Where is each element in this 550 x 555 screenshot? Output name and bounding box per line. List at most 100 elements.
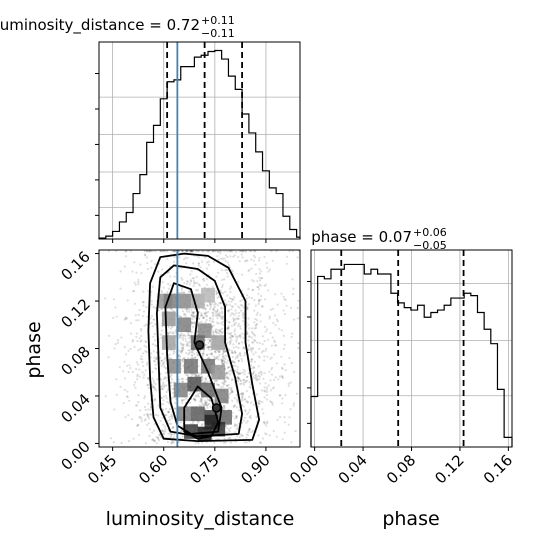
joint-scatter-point <box>122 402 125 405</box>
joint-scatter-point <box>192 397 196 400</box>
joint-scatter-point <box>181 358 184 361</box>
joint-scatter-point <box>215 356 218 359</box>
joint-scatter-point <box>173 351 176 354</box>
joint-scatter-point <box>235 398 238 401</box>
joint-scatter-point <box>166 257 169 260</box>
joint-scatter-point <box>150 321 153 324</box>
joint-scatter-point <box>253 309 256 312</box>
joint-scatter-point <box>231 250 234 253</box>
joint-scatter-point <box>223 356 226 359</box>
joint-scatter-point <box>162 423 165 426</box>
joint-scatter-point <box>170 378 174 381</box>
joint-scatter-point <box>205 250 208 253</box>
joint-scatter-point <box>292 293 295 296</box>
joint-scatter-point <box>227 437 230 440</box>
joint-scatter-point <box>152 379 155 382</box>
joint-scatter-point <box>251 341 254 344</box>
joint-scatter-point <box>248 268 251 272</box>
joint-scatter-point <box>271 336 274 339</box>
joint-scatter-point <box>179 421 182 424</box>
joint-scatter-point <box>170 415 173 418</box>
joint-scatter-point <box>191 354 194 357</box>
joint-scatter-point <box>230 312 233 315</box>
joint-scatter-point <box>232 318 235 321</box>
joint-scatter-point <box>273 353 276 356</box>
joint-scatter-point <box>186 357 190 360</box>
hist-luminosity-distance-title-sup: +0.11 <box>201 14 235 27</box>
joint-scatter-point <box>216 296 219 299</box>
joint-scatter-point <box>155 357 158 360</box>
joint-scatter-point <box>289 408 292 411</box>
joint-scatter-point <box>188 283 191 286</box>
joint-scatter-point <box>187 341 190 344</box>
joint-scatter-point <box>202 316 205 319</box>
joint-scatter-point <box>180 287 183 290</box>
joint-scatter-point <box>182 357 186 360</box>
joint-scatter-point <box>208 319 211 322</box>
joint-scatter-point <box>142 376 145 379</box>
joint-scatter-point <box>151 285 154 288</box>
joint-scatter-point <box>288 356 291 360</box>
joint-scatter-point <box>174 329 177 332</box>
joint-scatter-point <box>240 253 243 256</box>
joint-scatter-point <box>184 256 187 259</box>
joint-scatter-point <box>208 399 211 402</box>
joint-scatter-point <box>224 350 227 353</box>
joint-scatter-point <box>134 283 137 286</box>
joint-scatter-point <box>107 356 110 359</box>
joint-scatter-point <box>183 282 186 285</box>
joint-scatter-point <box>284 298 287 301</box>
joint-scatter-point <box>129 347 132 350</box>
joint-scatter-point <box>190 250 193 253</box>
joint-scatter-point <box>211 320 214 323</box>
joint-contours <box>147 252 260 442</box>
joint-scatter-point <box>154 413 158 416</box>
joint-scatter-point <box>160 307 163 310</box>
joint-scatter-point <box>195 288 198 292</box>
joint-scatter-point <box>145 323 148 326</box>
joint-scatter-point <box>213 303 216 306</box>
joint-scatter-point <box>143 397 146 400</box>
joint-scatter-point <box>200 373 203 376</box>
joint-scatter-point <box>238 306 241 309</box>
joint-scatter-point <box>179 355 182 358</box>
joint-scatter-point <box>153 318 156 321</box>
joint-scatter-point <box>253 366 256 369</box>
joint-scatter-point <box>115 315 118 318</box>
joint-scatter-point <box>220 358 223 361</box>
joint-scatter-point <box>237 342 240 345</box>
joint-scatter-point <box>257 401 260 404</box>
joint-scatter-point <box>220 250 223 253</box>
joint-scatter-point <box>232 343 235 346</box>
joint-scatter-point <box>153 356 156 359</box>
joint-scatter-point <box>265 328 269 331</box>
joint-scatter-point <box>189 279 192 282</box>
joint-scatter-point <box>225 431 228 434</box>
joint-scatter-point <box>243 354 246 357</box>
joint-scatter-point <box>190 308 193 311</box>
joint-scatter-point <box>125 317 128 320</box>
joint-density-cell-14 <box>211 364 226 380</box>
joint-scatter-point <box>222 362 225 365</box>
joint-x-tick-label-1: 0.60 <box>135 451 171 487</box>
joint-scatter-point <box>263 390 267 393</box>
joint-scatter-point <box>213 310 217 313</box>
joint-scatter-point <box>228 430 231 433</box>
joint-scatter-point <box>161 250 164 253</box>
joint-scatter-point <box>232 405 235 408</box>
joint-scatter-point <box>150 260 153 263</box>
joint-scatter-point <box>247 431 250 434</box>
joint-scatter-point <box>186 257 189 260</box>
joint-scatter-point <box>254 377 257 380</box>
joint-scatter-point <box>211 315 215 318</box>
joint-scatter-point <box>169 327 172 330</box>
joint-scatter-point <box>187 290 190 294</box>
hist-phase-title: phase = 0.07 <box>311 228 412 246</box>
joint-scatter-point <box>197 392 200 395</box>
joint-scatter-point <box>290 335 293 339</box>
joint-scatter-point <box>170 442 173 445</box>
joint-scatter-point <box>192 277 195 280</box>
joint-scatter-point <box>238 334 242 337</box>
joint-scatter-point <box>274 344 277 347</box>
joint-scatter-point <box>293 318 296 321</box>
